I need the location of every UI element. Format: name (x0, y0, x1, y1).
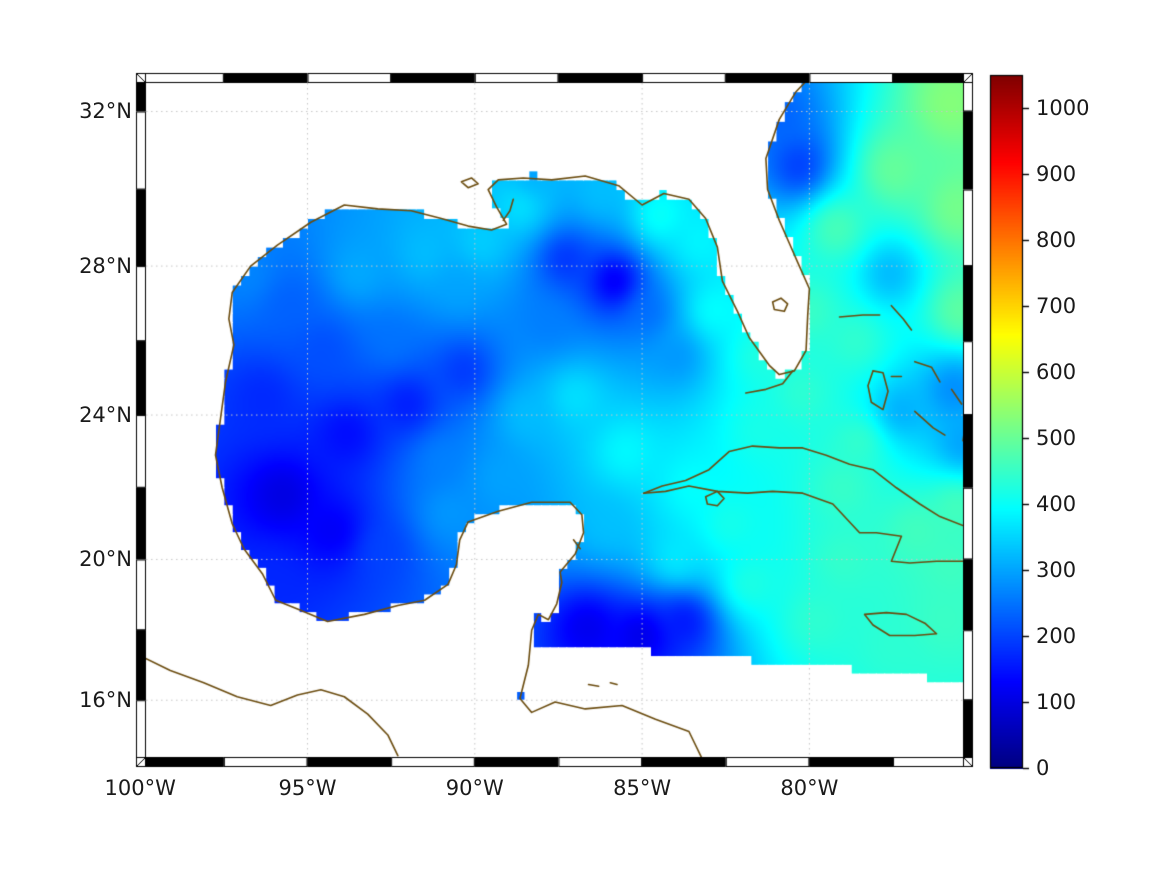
colorbar-tick-label: 600 (1036, 360, 1077, 384)
colorbar-tick-label: 900 (1036, 162, 1077, 186)
colorbar-tick-label: 1000 (1036, 96, 1090, 120)
colorbar-tick-label: 0 (1036, 756, 1050, 780)
y-tick-label: 20°N (79, 547, 132, 572)
colorbar-tick-label: 300 (1036, 558, 1077, 582)
y-tick-label: 16°N (79, 688, 132, 713)
y-tick-label: 24°N (79, 403, 132, 428)
x-tick-label: 90°W (445, 776, 504, 800)
colorbar-tick-label: 800 (1036, 228, 1077, 252)
colorbar-tick-label: 700 (1036, 294, 1077, 318)
x-tick-label: 100°W (104, 776, 176, 800)
x-tick-label: 85°W (613, 776, 672, 800)
colorbar-tick-label: 400 (1036, 492, 1077, 516)
y-tick-label: 28°N (79, 254, 132, 279)
colorbar-tick-label: 100 (1036, 690, 1077, 714)
y-tick-label: 32°N (79, 99, 132, 124)
x-tick-label: 95°W (278, 776, 337, 800)
colorbar-tick-label: 200 (1036, 624, 1077, 648)
colorbar-tick-label: 500 (1036, 426, 1077, 450)
x-tick-label: 80°W (780, 776, 839, 800)
